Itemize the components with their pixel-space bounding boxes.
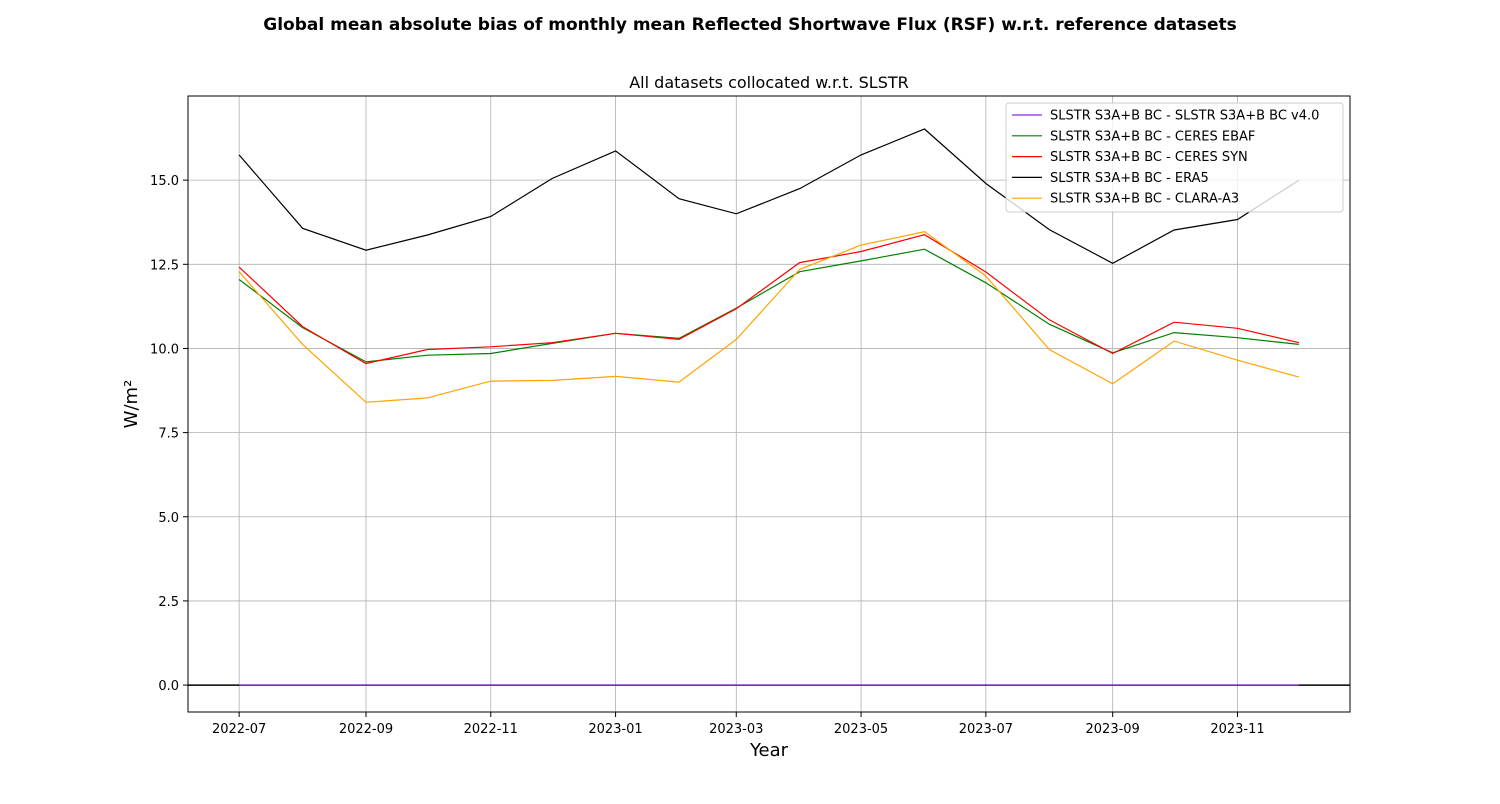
legend-label: SLSTR S3A+B BC - SLSTR S3A+B BC v4.0 xyxy=(1050,109,1319,124)
series-lines xyxy=(188,128,1350,686)
y-tick-label: 12.5 xyxy=(150,258,179,273)
x-axis-label: Year xyxy=(749,740,789,761)
legend-label: SLSTR S3A+B BC - CERES SYN xyxy=(1050,150,1248,165)
series-line-4 xyxy=(238,231,1300,403)
legend: SLSTR S3A+B BC - SLSTR S3A+B BC v4.0 SLST… xyxy=(1005,102,1344,213)
y-axis-ticks: 0.0 2.5 5.0 7.5 10.0 12.5 15.0 xyxy=(150,174,188,694)
x-tick-label: 2023-07 xyxy=(959,722,1013,737)
x-tick-label: 2023-11 xyxy=(1210,722,1264,737)
chart-title: Global mean absolute bias of monthly mea… xyxy=(263,15,1236,35)
y-axis-label: W/m² xyxy=(121,380,142,429)
y-tick-label: 5.0 xyxy=(158,511,179,526)
y-tick-label: 0.0 xyxy=(158,679,179,694)
x-tick-label: 2023-05 xyxy=(834,722,888,737)
x-axis-ticks: 2022-07 2022-09 2022-11 2023-01 2023-03 2023-… xyxy=(212,712,1265,737)
x-tick-label: 2022-11 xyxy=(464,722,518,737)
x-tick-label: 2023-03 xyxy=(709,722,763,737)
chart-subtitle: All datasets collocated w.r.t. SLSTR xyxy=(629,73,909,92)
x-tick-label: 2022-09 xyxy=(339,722,393,737)
y-tick-label: 10.0 xyxy=(150,342,179,357)
y-tick-label: 7.5 xyxy=(158,427,179,442)
legend-label: SLSTR S3A+B BC - CLARA-A3 xyxy=(1050,192,1239,207)
y-tick-label: 15.0 xyxy=(150,174,179,189)
series-line-1 xyxy=(238,248,1299,363)
legend-label: SLSTR S3A+B BC - CERES EBAF xyxy=(1050,129,1255,144)
series-line-3 xyxy=(238,128,1300,264)
series-line-2 xyxy=(238,234,1300,365)
y-tick-label: 2.5 xyxy=(158,595,179,610)
legend-box xyxy=(1005,102,1344,213)
x-tick-label: 2023-01 xyxy=(588,722,642,737)
plot-area-frame xyxy=(187,95,1351,713)
x-tick-label: 2023-09 xyxy=(1086,722,1140,737)
legend-label: SLSTR S3A+B BC - ERA5 xyxy=(1050,171,1209,186)
x-tick-label: 2022-07 xyxy=(212,722,266,737)
